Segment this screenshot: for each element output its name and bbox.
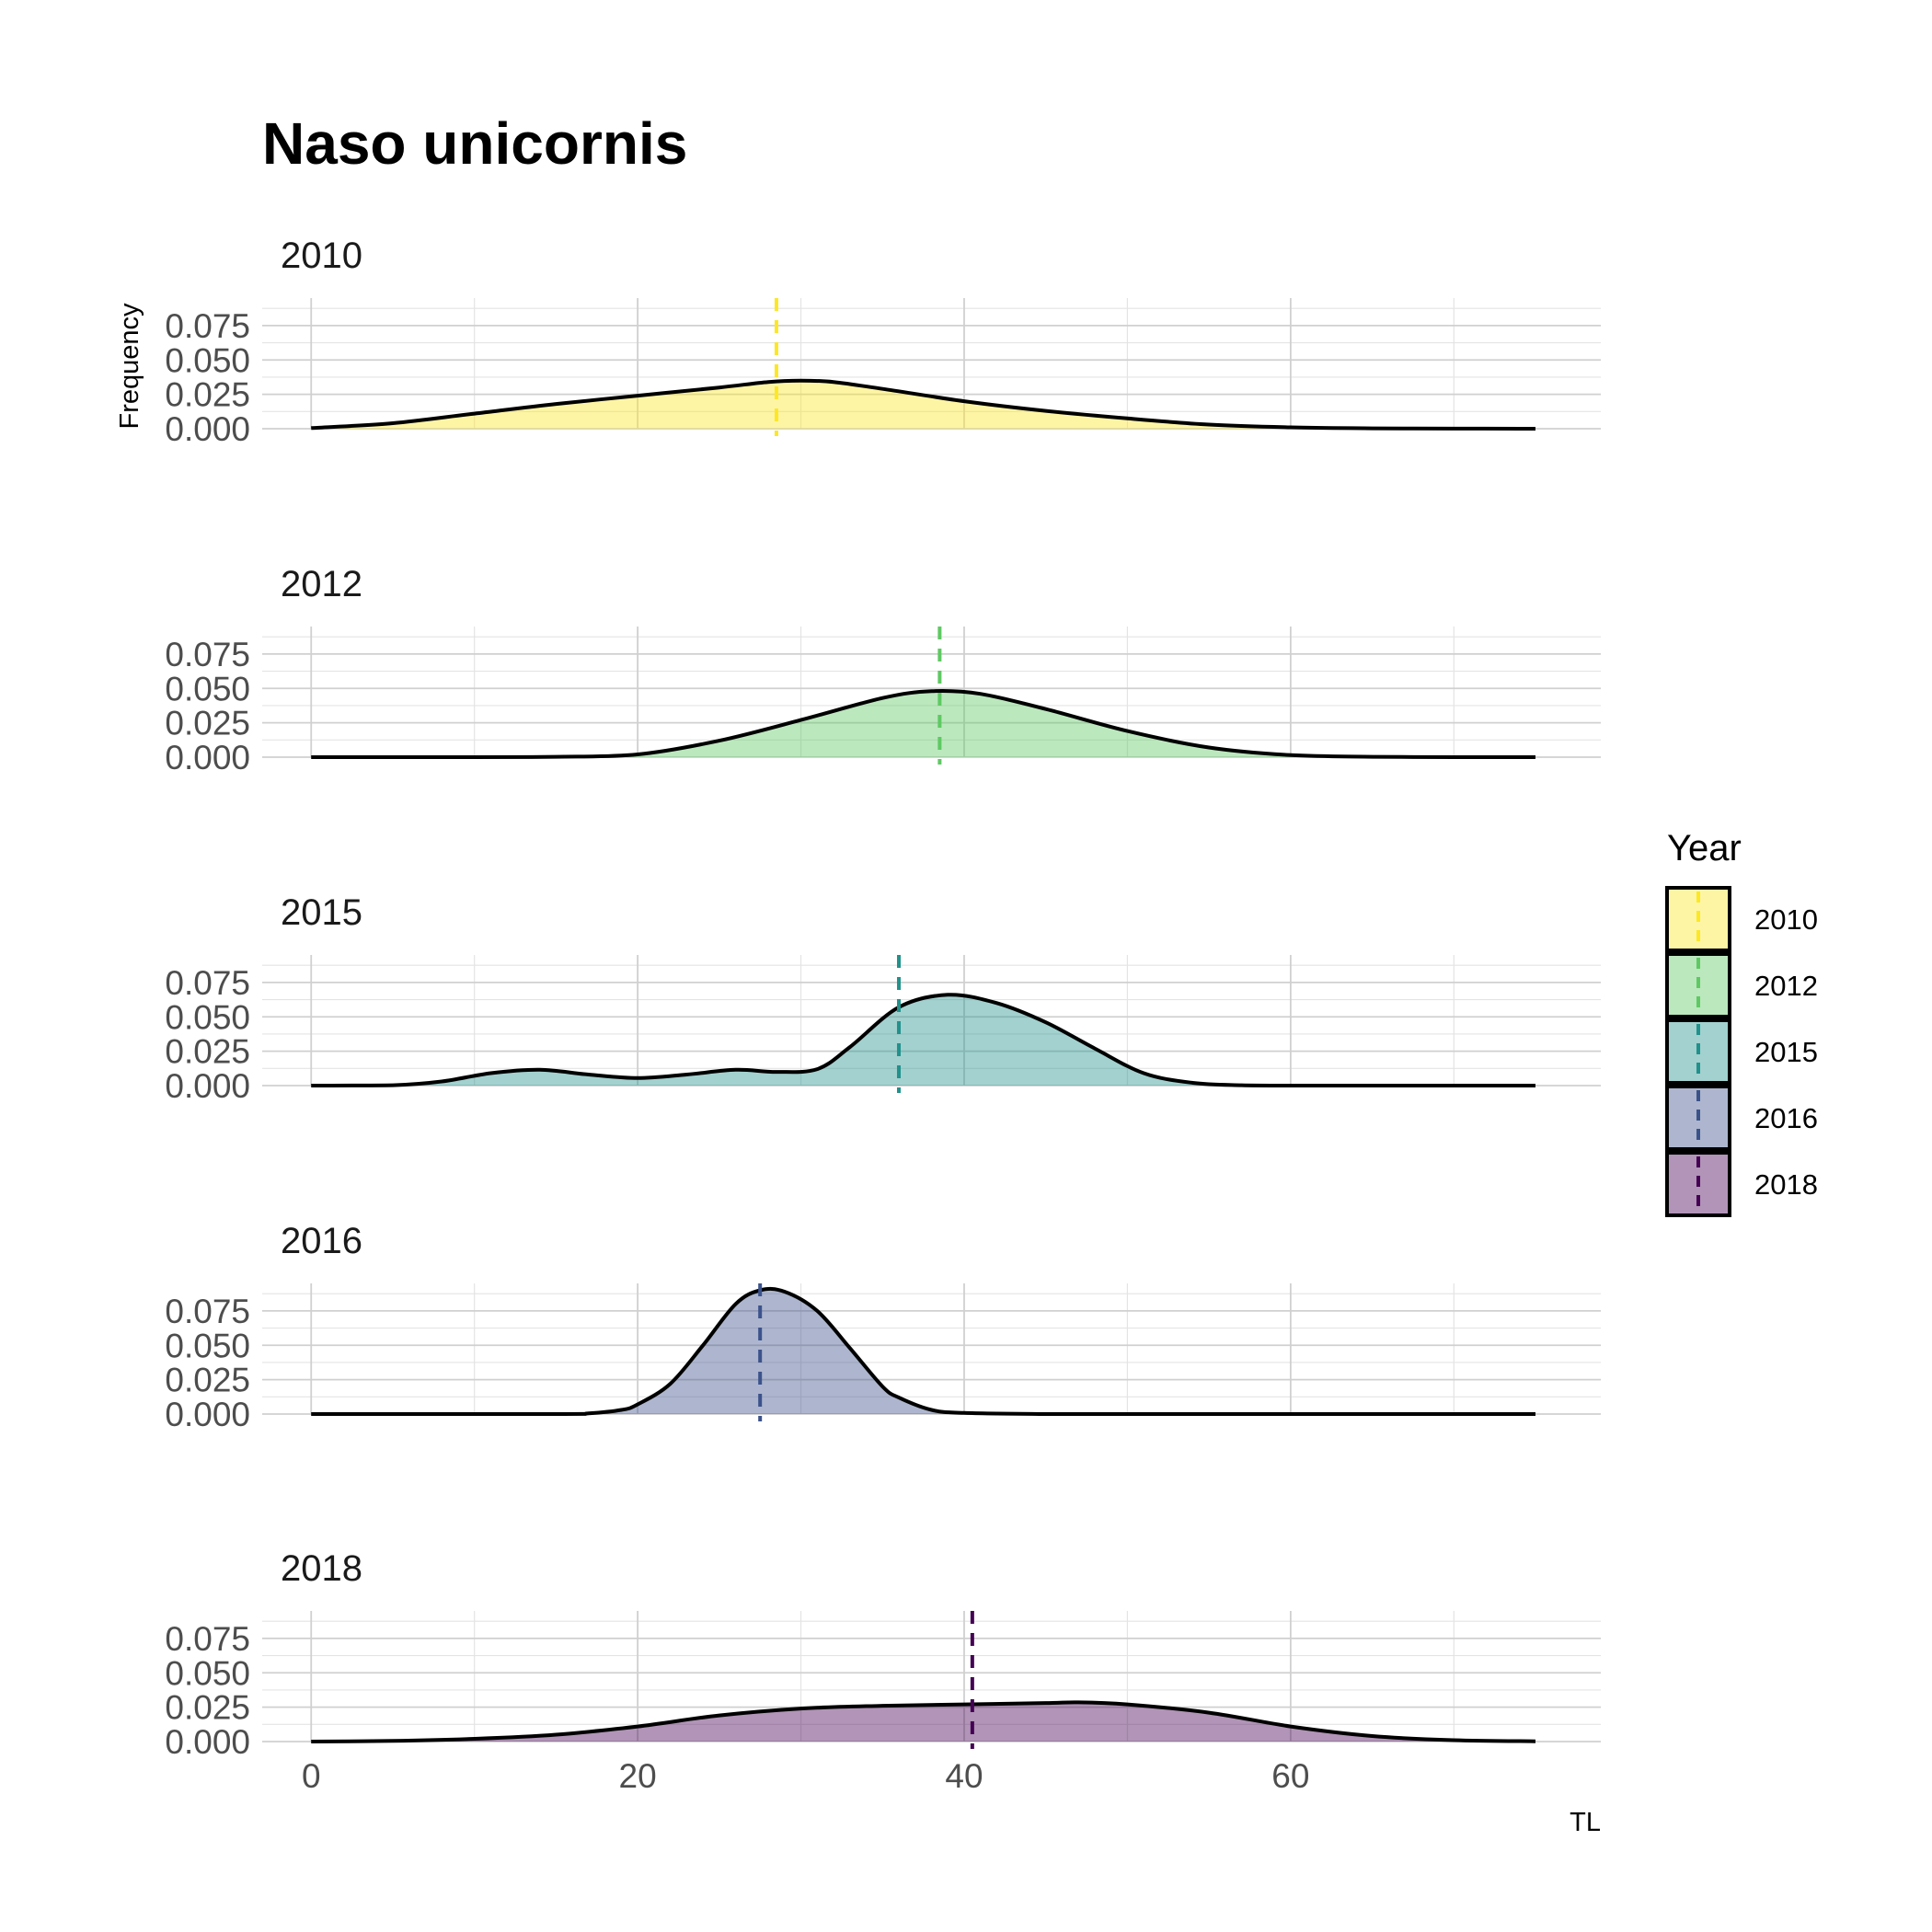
y-tick-label: 0.000 (165, 1723, 250, 1761)
y-tick-label: 0.000 (165, 1067, 250, 1105)
y-tick-label: 0.000 (165, 739, 250, 776)
legend-label: 2010 (1754, 903, 1818, 936)
legend: Year 2010 2012 2015 2016 2018 (1665, 828, 1818, 1217)
y-tick-label: 0.050 (165, 670, 250, 707)
legend-item-2012: 2012 (1665, 952, 1818, 1018)
y-tick-label: 0.000 (165, 410, 250, 448)
legend-title: Year (1667, 828, 1742, 868)
x-tick-label: 60 (1271, 1757, 1309, 1795)
legend-label: 2018 (1754, 1168, 1818, 1201)
legend-label: 2012 (1754, 970, 1818, 1002)
legend-item-2015: 2015 (1665, 1018, 1818, 1085)
y-tick-label: 0.025 (165, 1362, 250, 1399)
density-area-2015 (311, 995, 1536, 1086)
y-axis-title: Frequency (115, 303, 144, 430)
density-line-2010 (311, 378, 1536, 431)
density-line-2018 (311, 1700, 1536, 1743)
density-line-2016 (311, 1286, 1535, 1417)
y-tick-label: 0.050 (165, 341, 250, 379)
y-tick-label: 0.025 (165, 376, 250, 414)
density-line-2015 (311, 993, 1535, 1088)
y-tick-label: 0.000 (165, 1396, 250, 1433)
facet-panels: 20100.0000.0250.0500.07520120.0000.0250.… (165, 236, 1601, 1795)
density-area-2010 (311, 380, 1536, 429)
facet-label: 2016 (281, 1221, 362, 1261)
density-area-2012 (311, 690, 1536, 757)
y-tick-label: 0.075 (165, 964, 250, 1002)
density-line-2012 (311, 688, 1535, 760)
y-tick-label: 0.075 (165, 1293, 250, 1330)
x-tick-label: 40 (945, 1757, 983, 1795)
density-area-2018 (311, 1702, 1536, 1742)
facet-label: 2012 (281, 564, 362, 604)
density-area-2016 (311, 1288, 1536, 1414)
y-tick-label: 0.075 (165, 307, 250, 345)
y-tick-label: 0.075 (165, 1620, 250, 1658)
facet-label: 2010 (281, 236, 362, 276)
chart-title: Naso unicornis (262, 110, 687, 177)
legend-items: 2010 2012 2015 2016 2018 (1665, 886, 1818, 1217)
y-tick-label: 0.025 (165, 705, 250, 742)
facet-label: 2018 (281, 1548, 362, 1589)
legend-item-2018: 2018 (1665, 1151, 1818, 1217)
y-tick-label: 0.050 (165, 1327, 250, 1364)
legend-item-2010: 2010 (1665, 886, 1818, 952)
x-axis-title: TL (1570, 1808, 1601, 1837)
y-tick-label: 0.075 (165, 636, 250, 673)
y-tick-label: 0.025 (165, 1689, 250, 1727)
facet-label: 2015 (281, 892, 362, 933)
y-tick-label: 0.050 (165, 1654, 250, 1692)
legend-label: 2016 (1754, 1102, 1818, 1134)
y-tick-label: 0.025 (165, 1033, 250, 1071)
y-tick-label: 0.050 (165, 998, 250, 1036)
legend-item-2016: 2016 (1665, 1085, 1818, 1151)
x-tick-label: 0 (302, 1757, 321, 1795)
legend-label: 2015 (1754, 1036, 1818, 1068)
x-tick-label: 20 (619, 1757, 657, 1795)
